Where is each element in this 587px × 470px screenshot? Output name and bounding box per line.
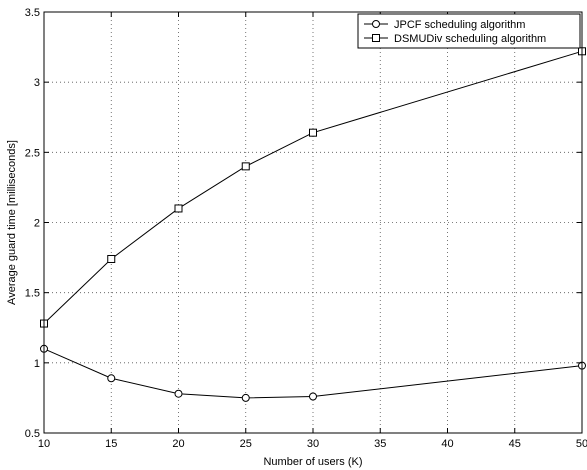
x-tick-label: 45	[509, 438, 521, 450]
y-tick-label: 2.5	[25, 147, 40, 159]
x-tick-label: 50	[576, 438, 587, 450]
x-tick-label: 35	[374, 438, 386, 450]
data-point-circle	[107, 374, 116, 383]
axis-ticks: 10 15 20 25 30 35 40 45 50 0.5 1 1.5 2 2.5 3 3.5	[25, 7, 587, 450]
data-point-square	[309, 128, 317, 137]
x-tick-label: 30	[307, 438, 319, 450]
x-tick-label: 25	[240, 438, 252, 450]
y-tick-label: 3.5	[25, 7, 40, 19]
data-point-circle	[174, 389, 183, 398]
y-tick-label: 3	[34, 77, 40, 89]
data-point-circle	[241, 393, 250, 402]
y-axis-label: Average guard time [milliseconds]	[6, 140, 18, 305]
legend-marker-square-icon	[372, 34, 380, 42]
grid-lines	[44, 12, 582, 433]
legend-box	[357, 13, 581, 49]
legend-marker-circle-icon	[372, 20, 380, 28]
legend: JPCF scheduling algorithm DSMUDiv schedu…	[357, 13, 581, 49]
legend-entry-dsmudiv: DSMUDiv scheduling algorithm	[394, 33, 546, 45]
data-point-square	[174, 204, 183, 213]
data-point-square	[107, 254, 116, 263]
y-tick-label: 2	[34, 218, 40, 230]
data-point-square	[241, 162, 250, 171]
data-point-circle	[309, 392, 317, 401]
legend-entry-jpcf: JPCF scheduling algorithm	[394, 19, 525, 31]
x-tick-label: 40	[441, 438, 453, 450]
y-tick-label: 1	[34, 358, 40, 370]
x-tick-label: 20	[172, 438, 184, 450]
series-line-1	[43, 50, 583, 324]
x-axis-label: Number of users (K)	[263, 456, 362, 468]
y-tick-label: 0.5	[25, 428, 40, 440]
x-tick-label: 15	[105, 438, 117, 450]
y-tick-label: 1.5	[25, 288, 40, 300]
series-line-0	[43, 348, 583, 399]
x-tick-label: 10	[38, 438, 50, 450]
data-series	[40, 47, 586, 402]
